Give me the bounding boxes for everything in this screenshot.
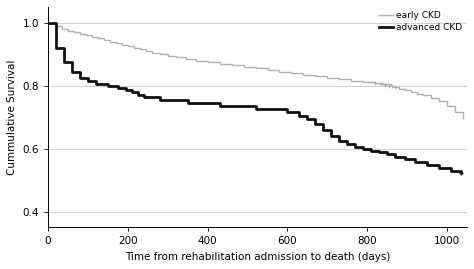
Legend: early CKD, advanced CKD: early CKD, advanced CKD	[376, 8, 466, 35]
Y-axis label: Cummulative Survival: Cummulative Survival	[7, 59, 17, 175]
X-axis label: Time from rehabilitation admission to death (days): Time from rehabilitation admission to de…	[125, 252, 390, 262]
